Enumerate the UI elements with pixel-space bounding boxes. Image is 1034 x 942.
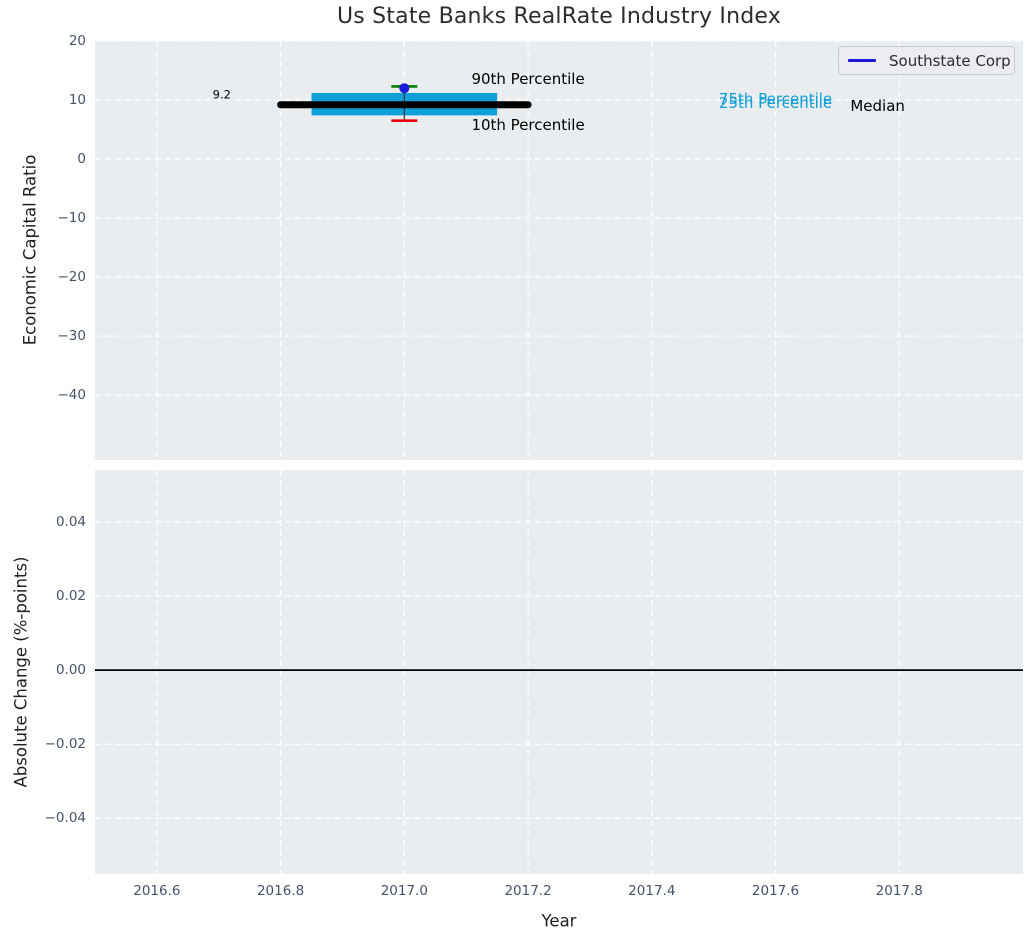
legend: Southstate Corp (838, 46, 1015, 75)
annotation: Median (850, 96, 905, 115)
y-tick-label: 0.04 (55, 513, 86, 530)
x-tick-label: 2017.6 (751, 883, 800, 899)
chart-title: Us State Banks RealRate Industry Index (336, 4, 781, 29)
annotation: 75th Percentile (718, 90, 833, 109)
y-tick-label: −0.02 (44, 736, 86, 753)
y-tick-label: 10 (68, 92, 86, 108)
y-tick-label: −0.04 (44, 810, 86, 827)
y-tick-label: 0.00 (55, 662, 86, 679)
annotation: 25th Percentile (718, 93, 833, 112)
y-tick-label: 20 (68, 33, 86, 49)
x-tick-label: 2016.8 (256, 883, 305, 899)
bottom-subplot (95, 470, 1023, 874)
x-tick-label: 2017.8 (875, 883, 923, 899)
annotation: 90th Percentile (471, 69, 585, 88)
x-tick-label: 2017.4 (628, 883, 676, 899)
legend-line-sample (848, 59, 876, 62)
top-subplot: Southstate Corp (95, 41, 1023, 460)
legend-label: Southstate Corp (889, 51, 1011, 70)
x-axis-label: Year (541, 911, 577, 931)
series-marker (399, 83, 410, 94)
bottom-subplot-canvas (95, 470, 1023, 874)
y-tick-label: −30 (57, 328, 87, 345)
y-tick-label: −20 (57, 269, 87, 286)
top-subplot-canvas (95, 41, 1023, 460)
annotation: 9.2 (212, 87, 231, 102)
y-tick-label: 0 (77, 151, 86, 168)
x-tick-label: 2016.6 (133, 883, 181, 899)
x-tick-label: 2017.0 (380, 883, 428, 899)
y-tick-label: −40 (57, 387, 87, 404)
y-axis-label-top: Economic Capital Ratio (20, 154, 40, 346)
x-tick-label: 2017.2 (504, 883, 552, 899)
annotation: 10th Percentile (471, 115, 585, 134)
y-tick-label: −10 (57, 210, 87, 227)
y-tick-label: 0.02 (55, 588, 86, 605)
